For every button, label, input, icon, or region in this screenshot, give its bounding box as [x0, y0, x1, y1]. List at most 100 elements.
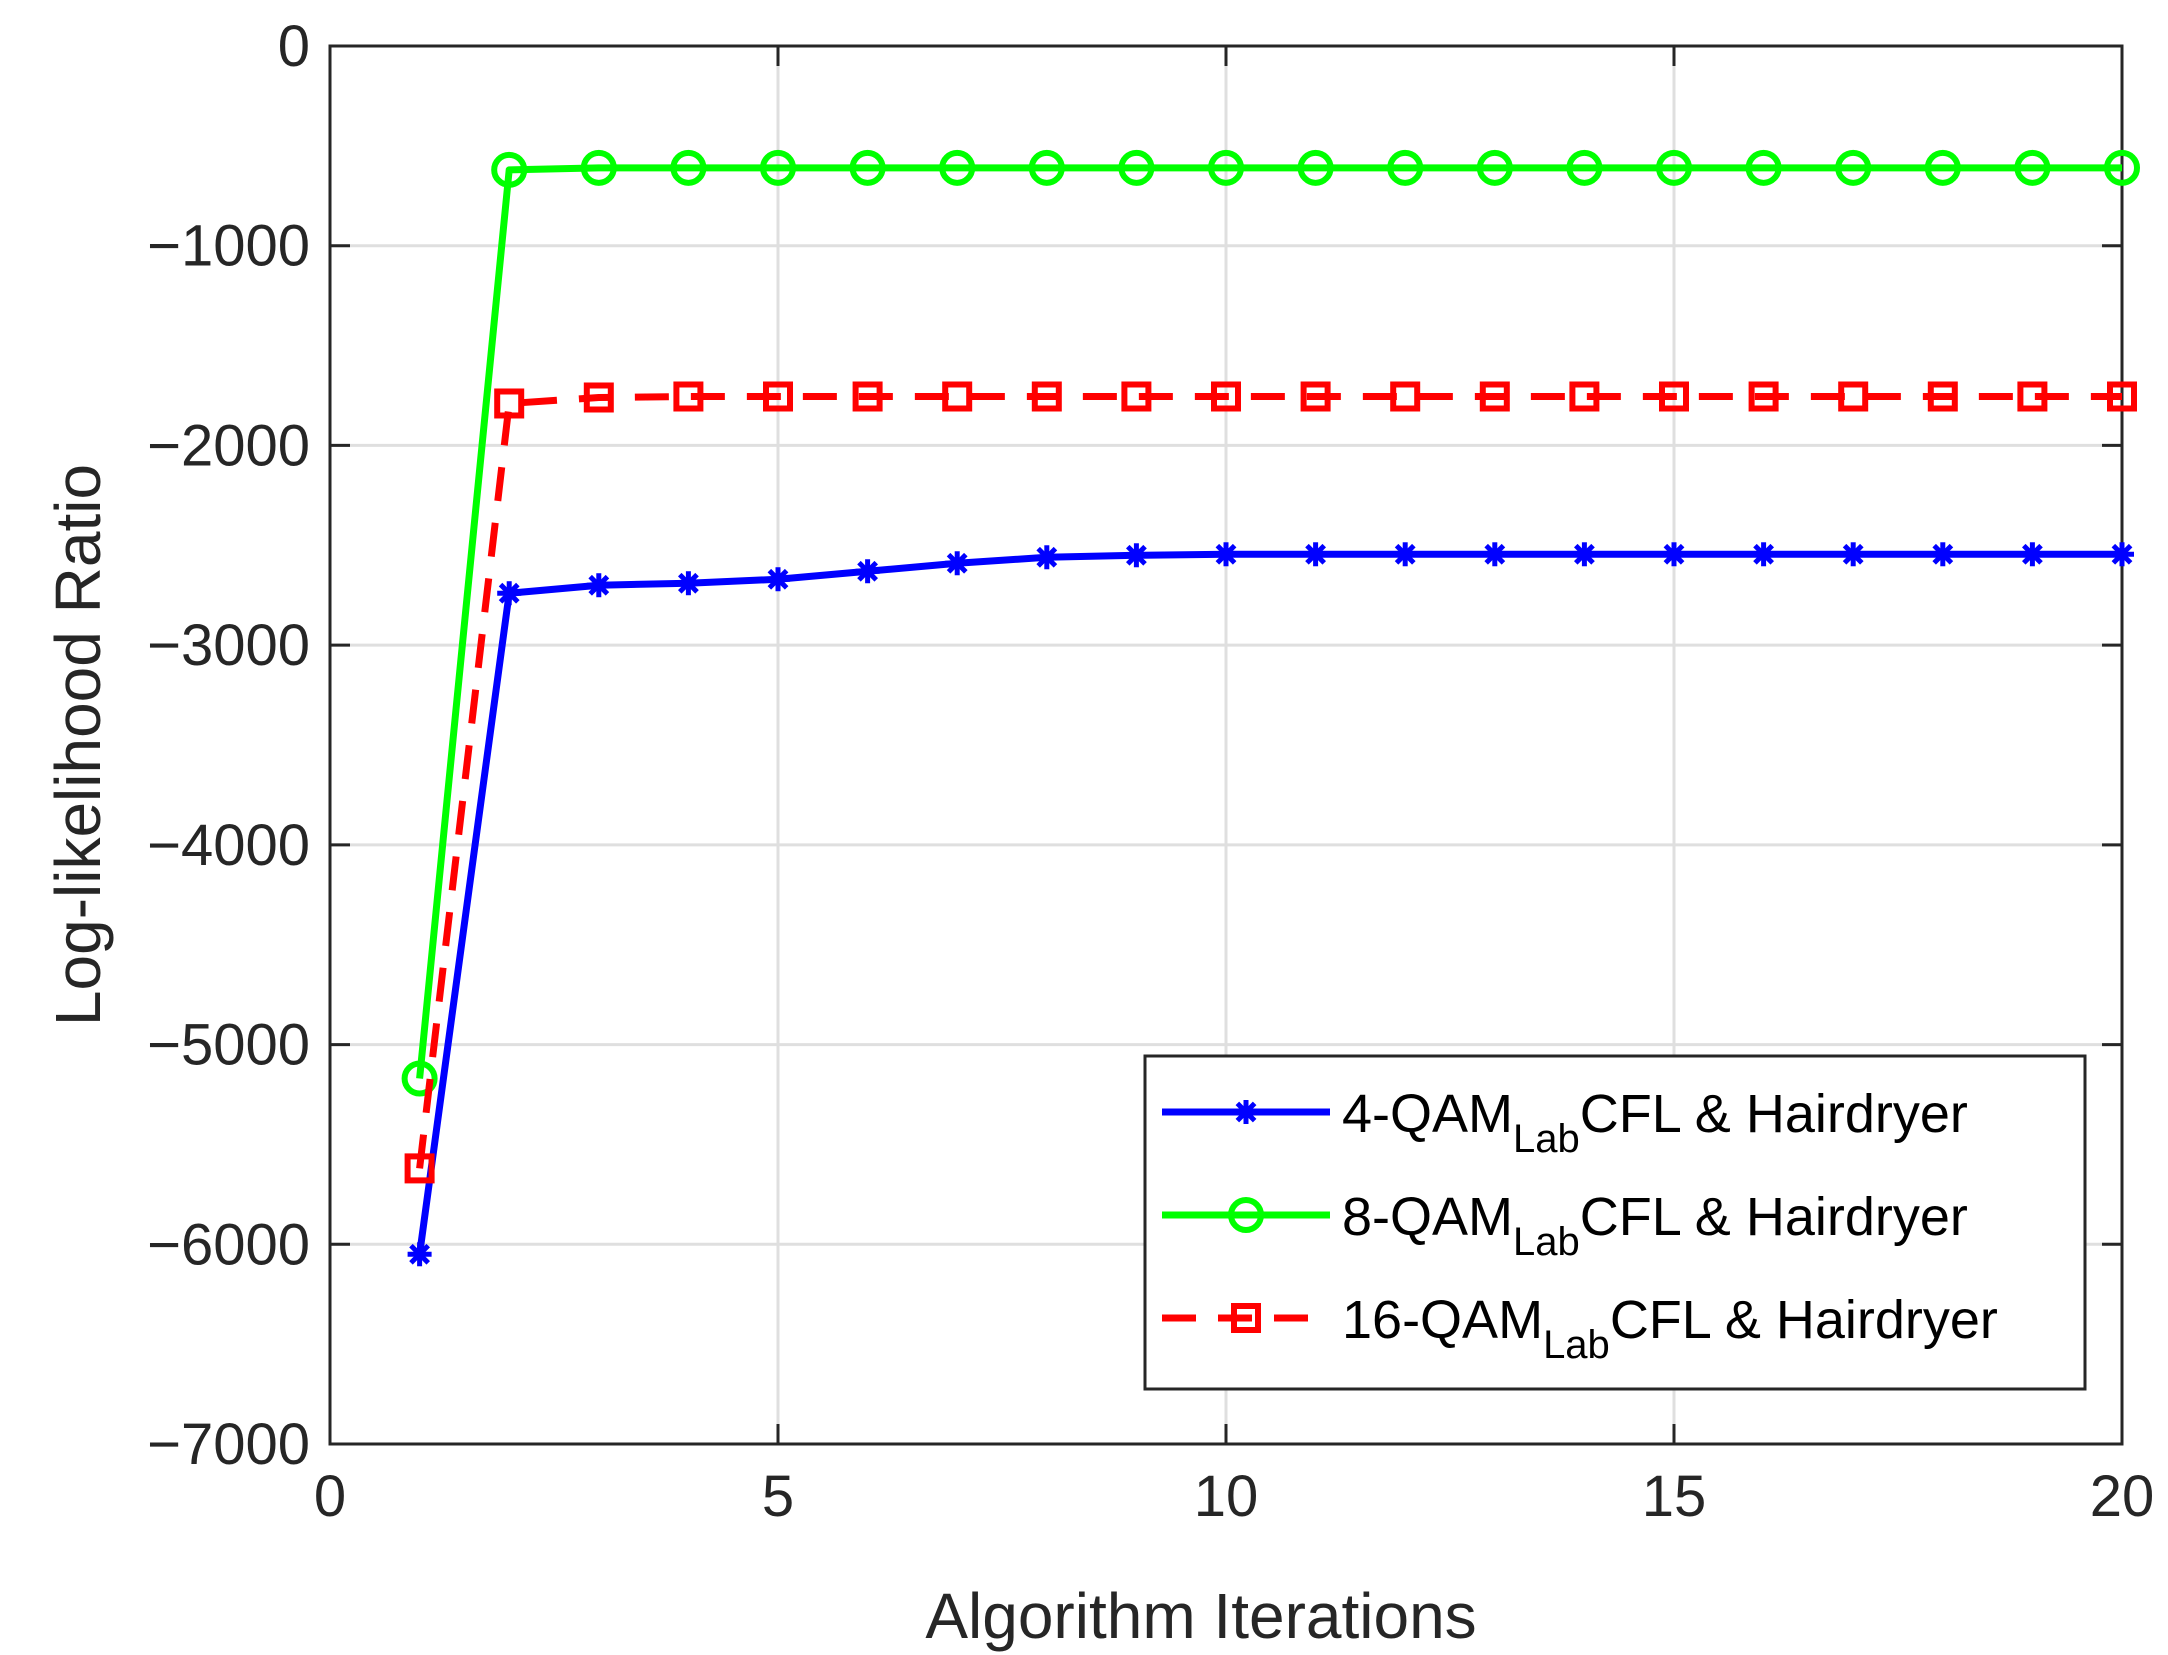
- y-tick-label: −6000: [147, 1212, 310, 1277]
- legend-label-subscript: Lab: [1543, 1323, 1610, 1367]
- data-point: [1569, 381, 1600, 412]
- data-point: [855, 559, 880, 584]
- data-point: [939, 149, 976, 186]
- asterisk-stroke: [1573, 543, 1595, 565]
- data-point: [945, 551, 970, 576]
- series-4-qam: [407, 542, 2134, 1267]
- data-point: [676, 571, 701, 596]
- data-point: [1930, 542, 1955, 567]
- asterisk-stroke: [2111, 543, 2133, 565]
- asterisk-stroke: [767, 568, 789, 590]
- axes: [328, 44, 2124, 1446]
- legend-marker: [1231, 1303, 1261, 1333]
- legend-label: 16-QAMLabCFL & Hairdryer: [1342, 1290, 1998, 1367]
- asterisk-stroke: [857, 560, 879, 582]
- data-point: [1566, 149, 1603, 186]
- data-point: [1482, 542, 1507, 567]
- y-tick-label: −7000: [147, 1412, 310, 1477]
- data-point: [2107, 381, 2137, 412]
- data-point: [1297, 149, 1334, 186]
- data-point: [1835, 149, 1872, 186]
- data-point: [2017, 381, 2048, 412]
- legend-label: 4-QAMLabCFL & Hairdryer: [1342, 1084, 1968, 1161]
- legend-marker: [1228, 1197, 1264, 1233]
- legend-label-rest: CFL & Hairdryer: [1610, 1290, 1998, 1350]
- data-point: [407, 1242, 432, 1267]
- asterisk-stroke: [2021, 543, 2043, 565]
- data-point: [2020, 542, 2045, 567]
- legend-entry: 8-QAMLabCFL & Hairdryer: [1162, 1187, 1968, 1264]
- data-point: [1476, 149, 1513, 186]
- asterisk-stroke: [498, 582, 520, 604]
- data-point: [1838, 381, 1869, 412]
- data-point: [401, 1060, 438, 1097]
- data-point: [497, 581, 522, 606]
- data-point: [1121, 381, 1152, 412]
- data-point: [766, 567, 790, 592]
- series-16-qam: [404, 381, 2137, 1184]
- x-tick-label: 10: [1194, 1464, 1259, 1529]
- y-axis-label: Log-likelihood Ratio: [42, 464, 114, 1026]
- legend-label-subscript: Lab: [1513, 1220, 1580, 1264]
- legend-label-subscript: Lab: [1513, 1117, 1580, 1161]
- asterisk-stroke: [1842, 543, 1864, 565]
- y-tick-label: −4000: [147, 813, 310, 878]
- data-point: [670, 149, 707, 186]
- data-point: [583, 382, 614, 413]
- y-tick-label: 0: [278, 14, 310, 79]
- data-point: [852, 381, 883, 412]
- data-point: [1656, 149, 1692, 186]
- series-group: [401, 149, 2140, 1267]
- asterisk-stroke: [1484, 543, 1506, 565]
- data-point: [2104, 149, 2140, 186]
- legend-label-main: 8-QAM: [1342, 1187, 1513, 1247]
- data-point: [491, 151, 528, 188]
- x-tick-label: 5: [762, 1464, 794, 1529]
- tick-labels: 0 5 10 15 20 0 −1000 −2000 −3000 −4000 −5000 −6000 −…: [147, 14, 2154, 1529]
- data-point: [1211, 381, 1241, 412]
- data-point: [760, 149, 796, 186]
- legend-entry: 4-QAMLabCFL & Hairdryer: [1162, 1084, 1968, 1161]
- y-tick-label: −3000: [147, 613, 310, 678]
- legend-label: 8-QAMLabCFL & Hairdryer: [1342, 1187, 1968, 1264]
- asterisk-stroke: [1394, 543, 1416, 565]
- data-point: [1745, 149, 1782, 186]
- asterisk-stroke: [1235, 1101, 1257, 1123]
- data-point: [586, 573, 611, 598]
- data-point: [1208, 149, 1244, 186]
- legend-label-main: 4-QAM: [1342, 1084, 1513, 1144]
- legend-label-main: 16-QAM: [1342, 1290, 1543, 1350]
- data-point: [1927, 381, 1958, 412]
- data-point: [1393, 542, 1418, 567]
- data-point: [1924, 149, 1961, 186]
- data-point: [1303, 542, 1328, 567]
- asterisk-stroke: [588, 574, 610, 596]
- data-point: [494, 388, 525, 419]
- data-point: [580, 149, 617, 186]
- data-point: [2110, 542, 2134, 567]
- data-point: [763, 381, 793, 412]
- data-point: [1751, 542, 1776, 567]
- legend-label-rest: CFL & Hairdryer: [1580, 1084, 1968, 1144]
- data-point: [404, 1153, 435, 1184]
- asterisk-stroke: [1215, 543, 1237, 565]
- y-tick-label: −2000: [147, 413, 310, 478]
- data-point: [1387, 149, 1424, 186]
- data-point: [1390, 381, 1421, 412]
- legend-label-rest: CFL & Hairdryer: [1580, 1187, 1968, 1247]
- x-tick-label: 0: [314, 1464, 346, 1529]
- data-point: [1572, 542, 1597, 567]
- data-point: [1300, 381, 1331, 412]
- asterisk-stroke: [1305, 543, 1327, 565]
- data-point: [1031, 381, 1062, 412]
- data-point: [2014, 149, 2051, 186]
- asterisk-stroke: [1036, 546, 1058, 568]
- x-axis-label: Algorithm Iterations: [925, 1580, 1476, 1652]
- y-tick-label: −1000: [147, 214, 310, 279]
- series-line: [416, 550, 2122, 1255]
- data-point: [1124, 543, 1149, 568]
- data-point: [1659, 381, 1689, 412]
- data-point: [849, 149, 886, 186]
